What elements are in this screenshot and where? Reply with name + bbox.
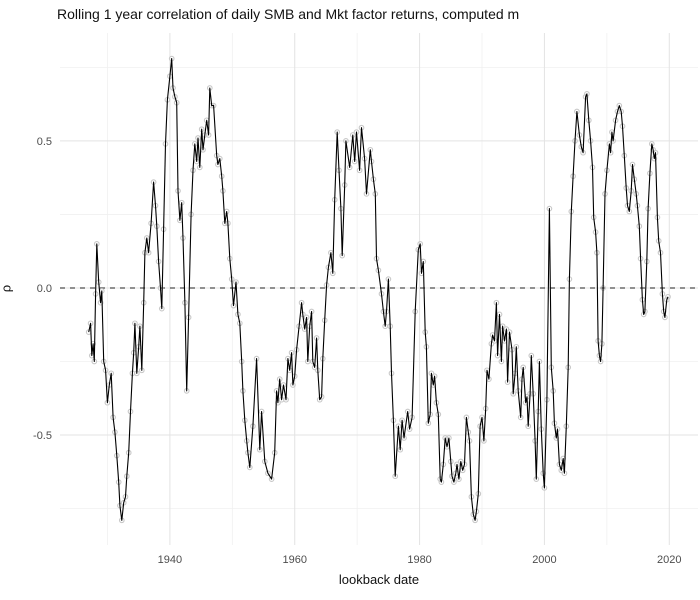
data-point-marker xyxy=(265,470,271,477)
y-tick-label: 0.0 xyxy=(37,283,52,295)
correlation-line xyxy=(88,58,669,521)
x-axis-title: lookback date xyxy=(338,572,420,587)
x-tick-label: 2000 xyxy=(532,554,556,566)
x-tick-label: 1960 xyxy=(282,554,306,566)
data-point-marker xyxy=(616,102,623,109)
y-tick-label: -0.5 xyxy=(33,430,52,442)
x-tick-label: 1940 xyxy=(158,554,182,566)
chart-title: Rolling 1 year correlation of daily SMB … xyxy=(57,6,520,22)
x-tick-label: 1980 xyxy=(407,554,431,566)
data-point-marker xyxy=(665,293,671,300)
x-tick-label: 2020 xyxy=(657,554,681,566)
y-axis-title: ρ xyxy=(0,284,14,293)
y-tick-label: 0.5 xyxy=(37,136,52,148)
